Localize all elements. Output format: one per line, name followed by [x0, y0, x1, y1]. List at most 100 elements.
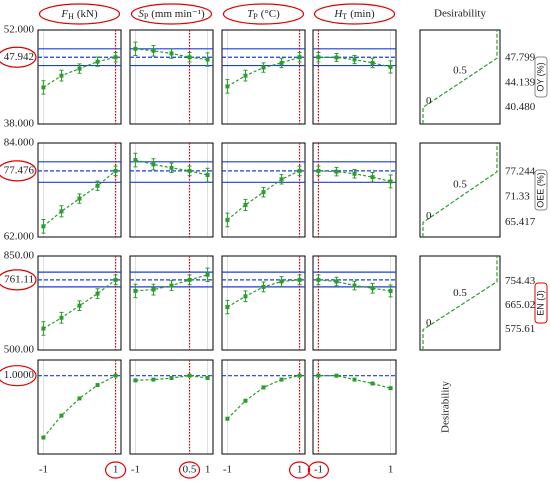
panel-frame: [37, 142, 122, 238]
y-tick-label: 500.00: [4, 344, 35, 356]
profile-point: [113, 168, 118, 173]
profile-point: [388, 179, 393, 184]
profile-point: [352, 377, 357, 382]
profile-point: [225, 217, 230, 222]
profile-point: [41, 224, 46, 229]
y-tick-label: 52.000: [4, 24, 35, 36]
profile-point: [261, 284, 266, 289]
desirability-tick-label: 65.417: [505, 216, 536, 228]
profile-line: [318, 375, 391, 389]
profile-point: [77, 196, 82, 201]
response-label-box: [534, 56, 548, 98]
profile-point: [205, 376, 210, 381]
header-circle: [313, 3, 396, 25]
profile-point: [243, 202, 248, 207]
profile-point: [41, 326, 46, 331]
profile-point: [133, 46, 138, 51]
current-value-label: 77.476: [4, 164, 35, 176]
panel-frame: [312, 255, 397, 351]
profile-point: [316, 55, 321, 60]
profile-point: [59, 315, 64, 320]
profile-point: [279, 279, 284, 284]
profile-point: [133, 378, 138, 383]
current-value-circle: [0, 269, 37, 291]
profile-point: [41, 435, 46, 440]
desirability-value-label: 0: [426, 317, 432, 329]
desirability-value-label: 0: [426, 95, 432, 107]
response-label: EN (J): [535, 290, 545, 316]
desirability-tick-label: 575.61: [505, 323, 535, 335]
panel-frame: [129, 359, 214, 455]
profile-point: [261, 65, 266, 70]
header-circle: [38, 3, 121, 25]
profile-point: [133, 158, 138, 163]
factor-subscript: P: [144, 12, 149, 21]
current-tick-circle: [104, 461, 127, 479]
profile-point: [151, 377, 156, 382]
profile-point: [95, 291, 100, 296]
desirability-value-label: 0.5: [453, 287, 467, 299]
response-label: Desirability: [440, 381, 452, 433]
profile-point: [169, 283, 174, 288]
current-tick-circle: [288, 461, 311, 479]
profile-point: [113, 373, 118, 378]
current-value-label: 761.11: [4, 273, 34, 285]
factor-subscript: H: [68, 12, 74, 21]
factor-header: TP (°C): [247, 8, 280, 21]
profile-point: [59, 73, 64, 78]
profile-point: [316, 168, 321, 173]
profile-point: [297, 55, 302, 60]
profile-point: [151, 162, 156, 167]
desirability-title: Desirability: [434, 8, 486, 20]
factor-unit: (min): [350, 8, 375, 20]
panel-frame: [221, 255, 306, 351]
profile-point: [279, 60, 284, 65]
profile-point: [151, 287, 156, 292]
factor-header: HT (min): [333, 8, 375, 21]
profile-point: [316, 277, 321, 282]
header-circle: [130, 3, 213, 25]
panel-frame: [312, 142, 397, 238]
current-tick-circle: [178, 461, 201, 479]
response-label: OEE (%): [535, 172, 545, 208]
factor-unit: (mm min⁻¹): [151, 8, 205, 20]
profile-point: [388, 288, 393, 293]
current-tick-circle: [307, 461, 330, 479]
panel-frame: [312, 359, 397, 455]
panel-frame: [221, 359, 306, 455]
desirability-tick-label: 40.480: [505, 101, 536, 113]
panel-frame: [129, 142, 214, 238]
profile-point: [41, 85, 46, 90]
profile-point: [297, 168, 302, 173]
panel-frame: [37, 255, 122, 351]
profile-point: [95, 183, 100, 188]
panel-frame: [221, 29, 306, 125]
profile-point: [243, 398, 248, 403]
profile-point: [388, 386, 393, 391]
profile-point: [77, 66, 82, 71]
factor-symbol: F: [60, 8, 68, 20]
profile-point: [243, 73, 248, 78]
panel-frame: [37, 359, 122, 455]
x-tick-label: -1: [131, 464, 140, 476]
y-tick-label: 850.00: [4, 250, 35, 262]
desirability-function: [422, 256, 498, 350]
desirability-function: [422, 30, 498, 124]
profile-point: [370, 175, 375, 180]
profile-point: [297, 373, 302, 378]
x-tick-label: -1: [223, 464, 232, 476]
desirability-tick-label: 77.244: [505, 165, 536, 177]
profile-point: [205, 272, 210, 277]
desirability-value-label: 0.5: [453, 179, 467, 191]
current-value-label: 1.0000: [4, 369, 35, 381]
panel-frame: [129, 255, 214, 351]
response-label-box: [534, 282, 548, 324]
profile-point: [352, 171, 357, 176]
desirability-tick-label: 665.02: [505, 299, 535, 311]
profile-point: [113, 55, 118, 60]
profile-point: [334, 279, 339, 284]
factor-unit: (kN): [77, 8, 98, 20]
desirability-tick-label: 71.33: [505, 191, 530, 203]
y-tick-label: 38.000: [4, 118, 35, 130]
